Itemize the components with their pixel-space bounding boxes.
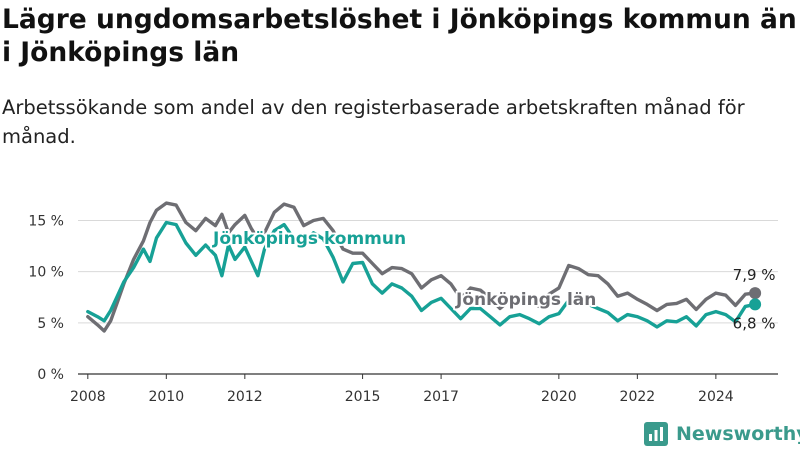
y-tick-label: 0 %	[37, 367, 64, 383]
y-tick-label: 10 %	[28, 265, 64, 281]
x-tick-label: 2020	[541, 389, 577, 405]
end-value-label: 7,9 %	[733, 266, 776, 284]
y-tick-label: 5 %	[37, 316, 64, 332]
newsworthy-logo-icon	[644, 422, 668, 446]
x-tick-label: 2010	[148, 389, 184, 405]
x-tick-label: 2022	[620, 389, 656, 405]
series-label-jonkopings-lan: Jönköpings län	[455, 290, 596, 310]
newsworthy-logo: Newsworthy	[644, 421, 800, 447]
chart-title: Lägre ungdomsarbetslöshet i Jönköpings k…	[2, 4, 797, 68]
y-tick-label: 15 %	[28, 213, 64, 229]
x-tick-label: 2024	[698, 389, 734, 405]
series-line-jonkopings-lan	[86, 201, 757, 333]
end-point	[749, 287, 762, 300]
newsworthy-logo-text: Newsworthy	[676, 423, 800, 445]
x-tick-label: 2008	[70, 389, 106, 405]
x-tick-label: 2012	[227, 389, 263, 405]
x-tick-label: 2015	[345, 389, 381, 405]
x-tick-label: 2017	[423, 389, 459, 405]
series-label-jonkopings-kommun: Jönköpings kommun	[212, 229, 406, 249]
end-point	[749, 298, 762, 311]
chart-subtitle: Arbetssökande som andel av den registerb…	[2, 96, 745, 148]
series-line-jonkopings-kommun	[86, 220, 757, 329]
end-value-label: 6,8 %	[733, 314, 776, 332]
